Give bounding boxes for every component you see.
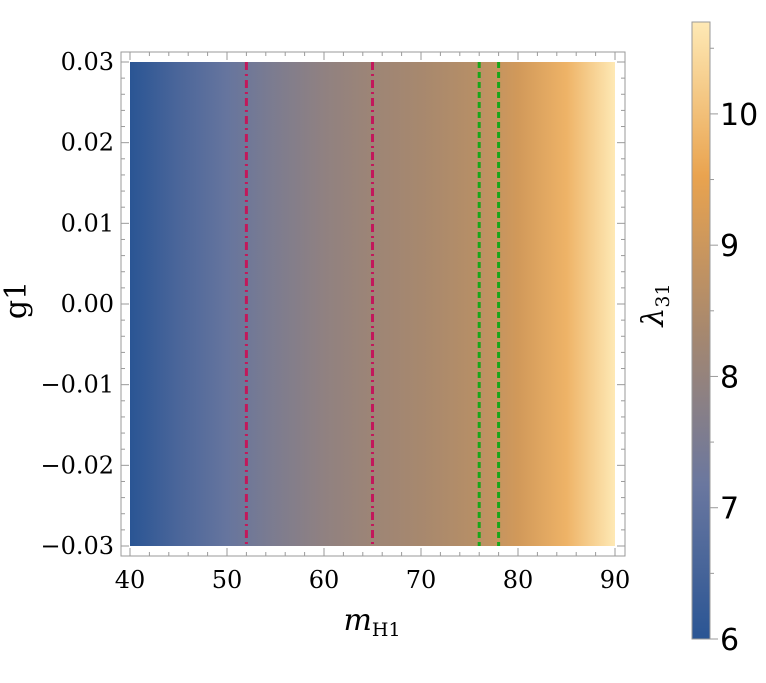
x-tick-label: 90 bbox=[600, 566, 631, 594]
x-tick-label: 50 bbox=[212, 566, 243, 594]
x-tick-label: 60 bbox=[309, 566, 340, 594]
colorbar-tick-label: 6 bbox=[720, 623, 739, 658]
y-tick-label: −0.01 bbox=[40, 371, 114, 399]
colorbar-tick-label: 7 bbox=[720, 492, 739, 527]
colorbar-ticks: 6 7 8 9 10 bbox=[710, 47, 758, 658]
y-tick-label: 0.01 bbox=[61, 209, 114, 237]
y-tick-label: 0.02 bbox=[61, 129, 114, 157]
y-tick-label: 0.03 bbox=[61, 48, 114, 76]
x-axis-ticks: 40 50 60 70 80 90 bbox=[115, 52, 631, 594]
x-tick-label: 40 bbox=[115, 566, 146, 594]
colorbar-label-subscript: 31 bbox=[652, 283, 674, 307]
x-tick-label: 70 bbox=[406, 566, 437, 594]
x-axis-label-subscript: H1 bbox=[372, 619, 401, 641]
colorbar-label: λ31 bbox=[636, 283, 674, 327]
y-axis-ticks: −0.03 −0.02 −0.01 0.00 0.01 0.02 0.03 bbox=[40, 48, 625, 560]
x-axis-label: mH1 bbox=[343, 603, 400, 641]
x-tick-label: 80 bbox=[503, 566, 534, 594]
y-tick-label: 0.00 bbox=[61, 290, 114, 318]
reference-lines bbox=[244, 62, 501, 546]
y-tick-label: −0.03 bbox=[40, 532, 114, 560]
colorbar bbox=[691, 21, 711, 640]
y-tick-label: −0.02 bbox=[40, 451, 114, 479]
y-axis-label: g1 bbox=[0, 281, 34, 319]
colorbar-tick-label: 10 bbox=[720, 98, 758, 133]
colorbar-tick-label: 9 bbox=[720, 229, 739, 264]
colorbar-tick-label: 8 bbox=[720, 360, 739, 395]
